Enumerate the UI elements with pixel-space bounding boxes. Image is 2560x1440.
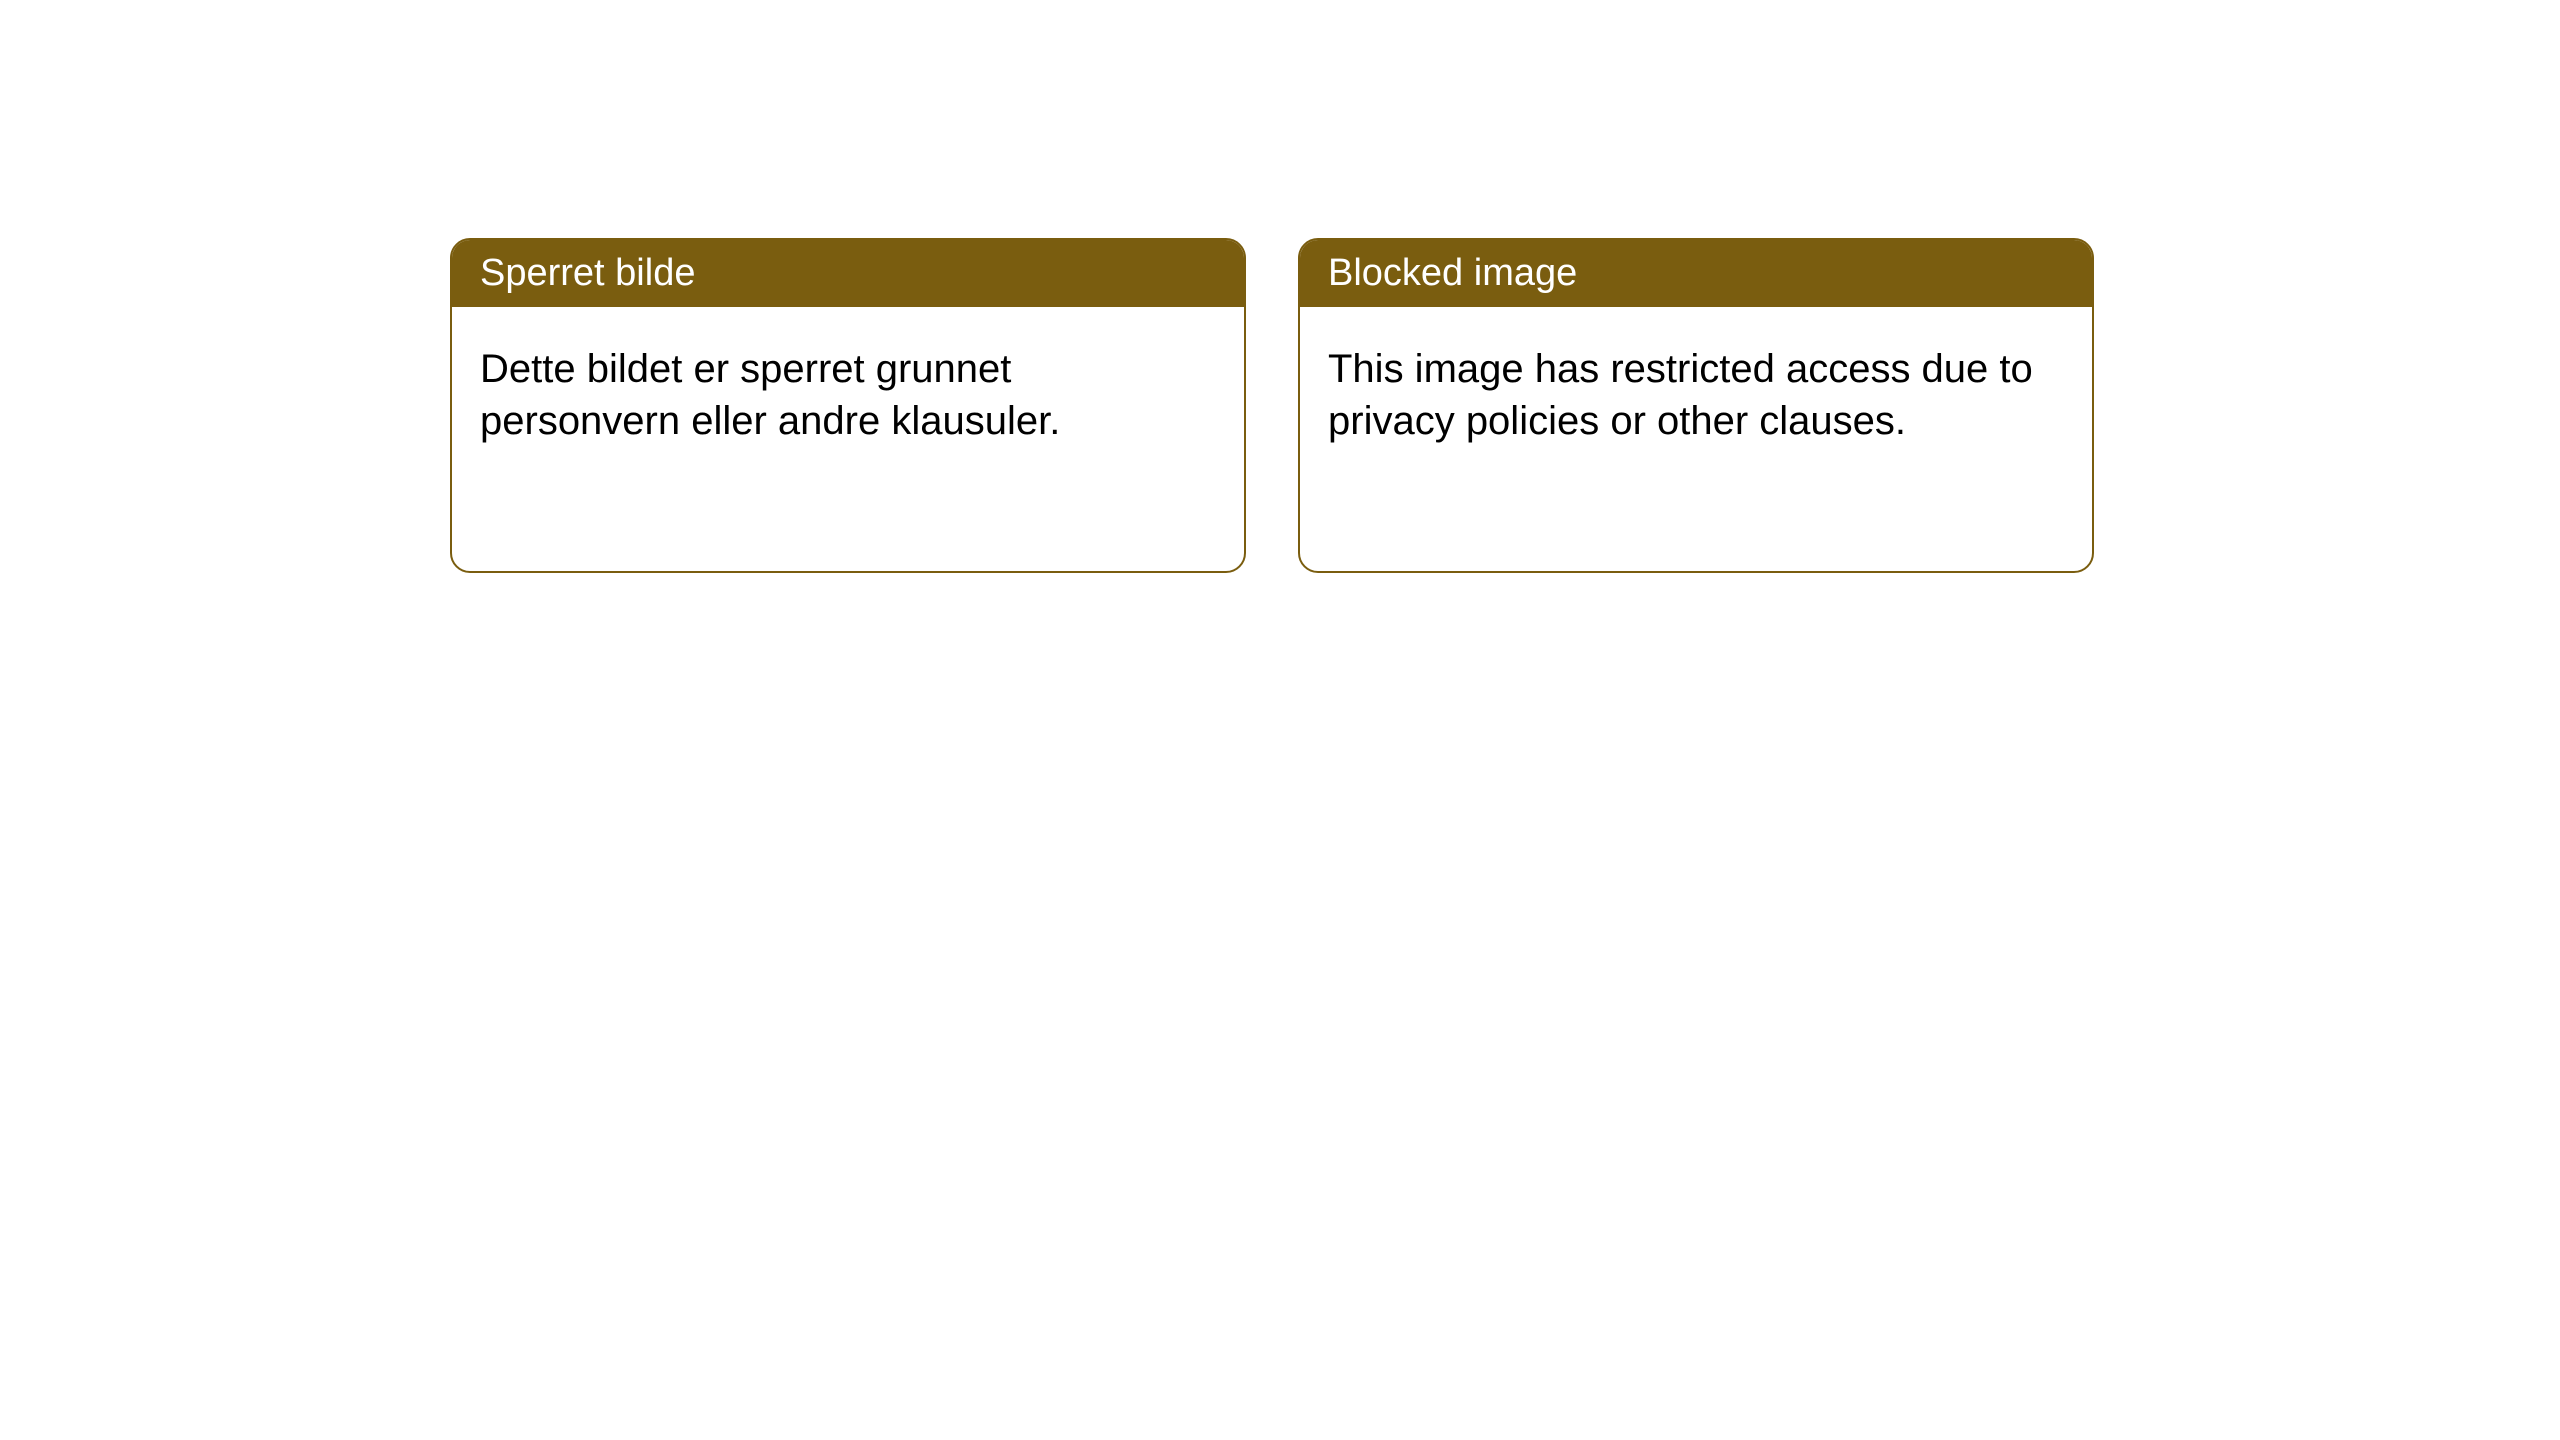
- notice-title-norwegian: Sperret bilde: [452, 240, 1244, 307]
- notice-body-norwegian: Dette bildet er sperret grunnet personve…: [452, 307, 1244, 483]
- notice-card-norwegian: Sperret bilde Dette bildet er sperret gr…: [450, 238, 1246, 573]
- notice-container: Sperret bilde Dette bildet er sperret gr…: [0, 0, 2560, 573]
- notice-title-english: Blocked image: [1300, 240, 2092, 307]
- notice-body-english: This image has restricted access due to …: [1300, 307, 2092, 483]
- notice-card-english: Blocked image This image has restricted …: [1298, 238, 2094, 573]
